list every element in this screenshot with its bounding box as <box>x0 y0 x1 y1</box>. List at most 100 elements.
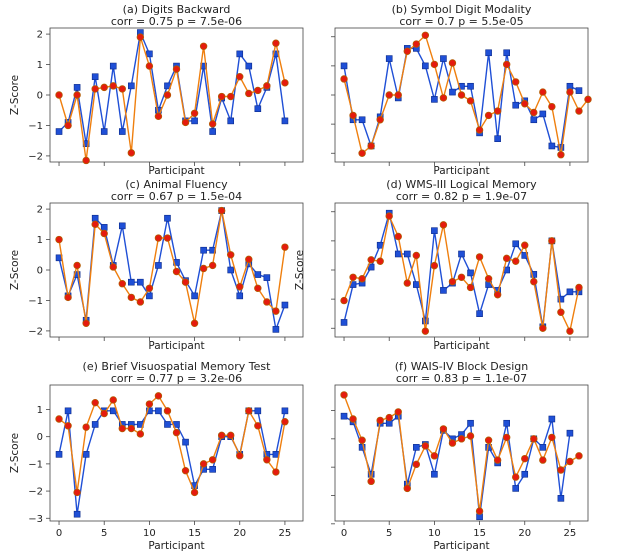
data-point-square <box>467 82 474 90</box>
x-axis-label: Participant <box>148 540 204 552</box>
data-point-square <box>245 62 253 70</box>
x-tick-label: 5 <box>101 528 107 539</box>
data-point-square <box>440 55 447 62</box>
data-point-square <box>422 62 429 70</box>
data-point-circle <box>349 415 357 423</box>
data-point-square <box>539 110 547 118</box>
data-point-circle <box>136 298 145 306</box>
data-point-circle <box>263 298 271 306</box>
data-point-square <box>557 495 565 502</box>
data-point-circle <box>82 319 90 327</box>
x-tick-label: 20 <box>233 528 246 539</box>
data-point-square <box>73 84 81 91</box>
chart-subtitle: corr = 0.83 p = 1.1e-07 <box>396 372 527 385</box>
data-point-square <box>200 246 207 254</box>
data-point-square <box>358 116 366 124</box>
data-point-circle <box>512 473 520 481</box>
data-point-circle <box>475 253 484 261</box>
x-tick-label: 0 <box>341 528 347 539</box>
data-point-square <box>503 49 510 57</box>
y-axis-label: Z-Score <box>9 250 21 290</box>
x-tick-label: 10 <box>428 528 441 539</box>
data-point-square <box>281 117 289 125</box>
data-point-circle <box>64 293 72 302</box>
data-point-circle <box>548 237 556 245</box>
data-point-circle <box>217 431 226 440</box>
data-point-square <box>512 101 520 109</box>
data-point-square <box>358 444 366 451</box>
data-point-circle <box>358 149 366 157</box>
data-point-circle <box>448 439 457 447</box>
data-point-circle <box>181 466 190 475</box>
data-point-circle <box>73 261 81 270</box>
data-point-square <box>227 117 235 125</box>
x-axis-label: Participant <box>433 540 489 552</box>
data-point-circle <box>466 97 475 105</box>
data-point-circle <box>475 126 484 134</box>
x-tick-label: 15 <box>473 528 486 539</box>
data-point-circle <box>263 456 271 464</box>
data-point-circle <box>163 407 172 415</box>
data-point-circle <box>181 278 190 286</box>
data-point-circle <box>109 82 117 90</box>
data-point-circle <box>154 112 163 121</box>
data-point-square <box>91 421 99 428</box>
data-point-square <box>128 278 135 286</box>
data-point-square <box>155 407 162 415</box>
y-tick-label: 1 <box>37 60 43 71</box>
data-point-square <box>530 271 538 278</box>
data-point-circle <box>493 107 502 115</box>
data-point-circle <box>349 273 357 281</box>
data-point-circle <box>263 82 271 90</box>
data-point-circle <box>82 423 90 431</box>
data-point-square <box>281 301 289 309</box>
data-point-circle <box>73 488 81 497</box>
data-point-square <box>548 415 556 423</box>
data-point-circle <box>64 121 72 130</box>
data-point-square <box>566 82 574 90</box>
y-tick-label: 0 <box>37 432 43 443</box>
x-tick-label: 25 <box>564 528 577 539</box>
chart-title: (f) WAIS-IV Block Design <box>395 360 528 373</box>
data-point-square <box>254 271 262 278</box>
data-point-circle <box>430 60 439 69</box>
data-point-circle <box>493 456 502 464</box>
data-point-circle <box>245 407 253 415</box>
data-point-circle <box>217 206 226 215</box>
data-point-circle <box>448 59 457 67</box>
x-tick-label: 10 <box>143 528 156 539</box>
chart-title: (a) Digits Backward <box>123 3 231 16</box>
data-point-circle <box>466 283 475 292</box>
data-point-square <box>272 326 280 333</box>
data-point-square <box>539 444 547 451</box>
data-point-square <box>413 281 420 288</box>
data-point-circle <box>245 89 253 98</box>
data-point-circle <box>457 435 466 443</box>
data-point-circle <box>575 452 583 460</box>
data-point-circle <box>272 307 280 315</box>
data-point-circle <box>340 391 348 399</box>
data-point-circle <box>136 430 145 438</box>
data-point-square <box>431 227 438 234</box>
data-point-square <box>340 62 348 70</box>
data-point-circle <box>421 442 430 450</box>
data-point-square <box>503 419 510 427</box>
data-point-circle <box>154 392 163 400</box>
data-point-circle <box>502 254 511 263</box>
data-point-circle <box>367 142 375 150</box>
data-point-circle <box>100 409 108 418</box>
data-point-square <box>227 266 235 274</box>
x-tick-label: 0 <box>56 528 62 539</box>
data-point-square <box>281 407 289 415</box>
data-point-circle <box>145 400 154 408</box>
data-point-circle <box>530 277 538 286</box>
data-point-circle <box>367 256 375 264</box>
data-point-circle <box>109 263 117 271</box>
data-point-square <box>100 224 108 231</box>
data-point-square <box>236 292 244 300</box>
data-point-square <box>137 278 144 286</box>
data-point-square <box>512 240 520 248</box>
data-point-circle <box>154 234 163 242</box>
